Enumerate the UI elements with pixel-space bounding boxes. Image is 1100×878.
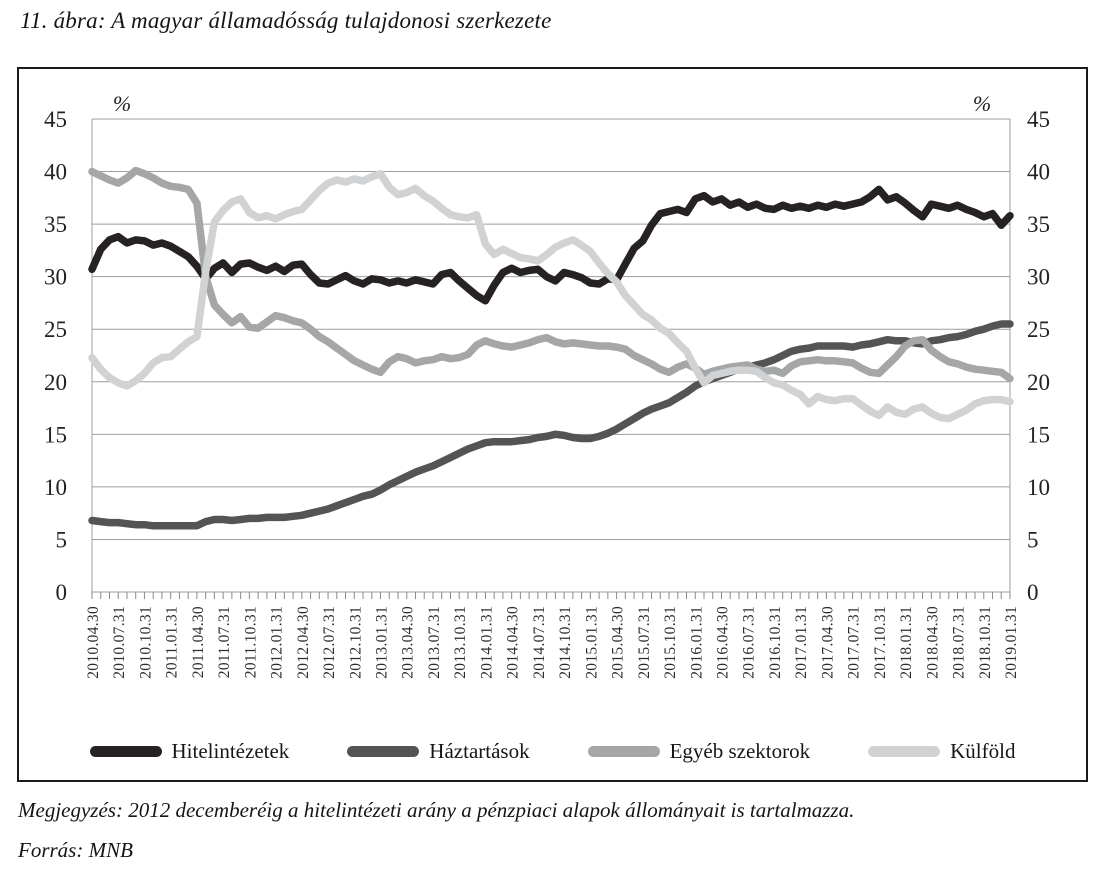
x-axis-tick-label: 2014.10.31 — [557, 606, 574, 679]
y-axis-tick-left-20: 20 — [44, 370, 67, 395]
x-axis-tick-label: 2013.04.30 — [400, 606, 417, 679]
series-line-h-ztart-sok — [88, 320, 1014, 530]
figure-title: 11. ábra: A magyar államadósság tulajdon… — [20, 8, 552, 33]
legend-item-egy-b-szektorok: Egyéb szektorok — [587, 739, 811, 764]
x-axis-tick-label: 2018.01.31 — [898, 606, 915, 679]
y-axis-tick-right-0: 0 — [1027, 580, 1039, 605]
x-axis-tick-label: 2011.01.31 — [164, 606, 181, 678]
y-axis-tick-left-10: 10 — [44, 475, 67, 500]
y-axis-tick-left-25: 25 — [44, 317, 67, 342]
figure-note: Megjegyzés: 2012 decemberéig a hitelinté… — [18, 798, 855, 822]
y-axis-tick-left-30: 30 — [44, 265, 67, 290]
y-axis-tick-left-35: 35 — [44, 212, 67, 237]
x-axis-tick-label: 2017.04.30 — [819, 606, 836, 679]
series-line-hitelint-zetek — [88, 185, 1014, 305]
x-axis-tick-label: 2018.07.31 — [951, 606, 968, 679]
x-axis-tick-label: 2016.10.31 — [767, 606, 784, 679]
x-axis-tick-label: 2012.07.31 — [321, 606, 338, 679]
x-axis-tick-label: 2011.07.31 — [216, 606, 233, 678]
y-axis-tick-right-45: 45 — [1027, 107, 1050, 132]
chart-frame: 0 0 5 5 10 10 15 15 20 20 25 25 30 30 35 35 40 40 45 45%% 20… — [17, 67, 1088, 782]
x-axis-tick-label: 2013.10.31 — [452, 606, 469, 679]
legend-item-h-ztart-sok: Háztartások — [347, 739, 530, 764]
series-line-k-lf-ld — [88, 169, 1014, 423]
y-axis-tick-right-35: 35 — [1027, 212, 1050, 237]
x-axis-tick-label: 2014.01.31 — [478, 606, 495, 679]
x-axis-tick-label: 2015.07.31 — [636, 606, 653, 679]
y-axis-tick-right-25: 25 — [1027, 317, 1050, 342]
x-axis-tick-label: 2010.07.31 — [111, 606, 128, 679]
chart-legend: Hitelintézetek Háztartások Egyéb szektorok… — [19, 739, 1086, 764]
series-line-egy-b-szektorok — [88, 166, 1014, 383]
unit-label-right: % — [973, 91, 991, 116]
x-axis-tick-label: 2012.10.31 — [347, 606, 364, 679]
y-axis-tick-right-5: 5 — [1027, 527, 1039, 552]
legend-label: Egyéb szektorok — [669, 739, 811, 763]
x-axis-tick-label: 2017.10.31 — [872, 606, 889, 679]
x-axis-tick-label: 2014.04.30 — [505, 606, 522, 679]
x-axis-tick-label: 2015.04.30 — [610, 606, 627, 679]
x-axis-tick-label: 2013.07.31 — [426, 606, 443, 679]
legend-swatch — [347, 746, 420, 757]
x-axis-tick-label: 2016.07.31 — [741, 606, 758, 679]
unit-label-left: % — [113, 91, 131, 116]
x-axis-tick-label: 2017.01.31 — [793, 606, 810, 679]
y-axis-tick-right-40: 40 — [1027, 160, 1050, 185]
x-axis-tick-label: 2012.04.30 — [295, 606, 312, 679]
x-axis-tick-label: 2017.07.31 — [846, 606, 863, 679]
x-axis-tick-label: 2014.07.31 — [531, 606, 548, 679]
legend-label: Hitelintézetek — [171, 739, 290, 763]
x-axis-tick-label: 2011.04.30 — [190, 606, 207, 678]
chart-canvas: 0 0 5 5 10 10 15 15 20 20 25 25 30 30 35 35 40 40 45 45% % 20… — [44, 91, 1050, 679]
x-axis-tick-label: 2019.01.31 — [1003, 606, 1020, 679]
y-axis-tick-right-30: 30 — [1027, 265, 1050, 290]
y-axis-tick-left-45: 45 — [44, 107, 67, 132]
x-axis-tick-label: 2011.10.31 — [242, 606, 259, 678]
figure-source: Forrás: MNB — [18, 838, 133, 862]
x-axis-tick-label: 2010.04.30 — [85, 606, 102, 679]
x-axis-tick-label: 2016.04.30 — [715, 606, 732, 679]
x-axis-tick-label: 2013.01.31 — [374, 606, 391, 679]
y-axis-tick-left-0: 0 — [56, 580, 68, 605]
legend-swatch — [89, 746, 162, 757]
x-axis-tick-label: 2018.10.31 — [977, 606, 994, 679]
legend-swatch — [868, 746, 941, 757]
legend-label: Külföld — [950, 739, 1016, 763]
y-axis-tick-left-40: 40 — [44, 160, 67, 185]
x-axis-tick-label: 2015.01.31 — [583, 606, 600, 679]
y-axis-tick-left-15: 15 — [44, 422, 67, 447]
x-axis-tick-label: 2012.01.31 — [269, 606, 286, 679]
x-axis-tick-label: 2016.01.31 — [688, 606, 705, 679]
legend-swatch — [587, 746, 660, 757]
legend-item-hitelint-zetek: Hitelintézetek — [89, 739, 290, 764]
legend-label: Háztartások — [429, 739, 530, 763]
y-axis-tick-right-10: 10 — [1027, 475, 1050, 500]
y-axis-tick-left-5: 5 — [56, 527, 68, 552]
x-axis-tick-label: 2010.10.31 — [138, 606, 155, 679]
x-axis-tick-label: 2018.04.30 — [924, 606, 941, 679]
legend-item-k-lf-ld: Külföld — [868, 739, 1015, 764]
y-axis-tick-right-20: 20 — [1027, 370, 1050, 395]
x-axis-tick-label: 2015.10.31 — [662, 606, 679, 679]
y-axis-tick-right-15: 15 — [1027, 422, 1050, 447]
